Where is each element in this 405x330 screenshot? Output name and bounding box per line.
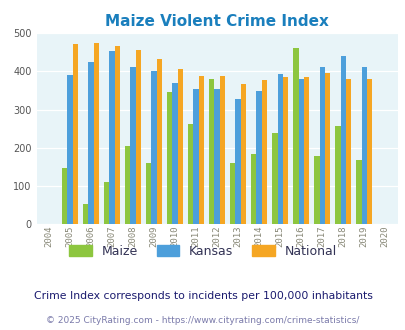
Text: Crime Index corresponds to incidents per 100,000 inhabitants: Crime Index corresponds to incidents per… [34,291,371,301]
Bar [151,71,156,224]
Bar [235,99,240,224]
Bar [188,124,193,224]
Bar [62,168,67,224]
Bar [250,153,256,224]
Bar [209,79,214,224]
Bar [177,69,183,224]
Bar [277,74,282,224]
Bar [261,80,267,224]
Legend: Maize, Kansas, National: Maize, Kansas, National [64,240,341,263]
Bar [88,62,94,224]
Bar [355,160,360,224]
Bar [220,76,225,224]
Bar [292,48,298,224]
Text: © 2025 CityRating.com - https://www.cityrating.com/crime-statistics/: © 2025 CityRating.com - https://www.city… [46,316,359,325]
Bar [104,182,109,224]
Bar [125,146,130,224]
Bar [83,205,88,224]
Bar [366,79,371,224]
Bar [193,89,198,224]
Bar [130,67,136,224]
Bar [271,133,277,224]
Bar [298,79,303,224]
Bar [313,156,319,224]
Bar [172,83,177,224]
Bar [136,50,141,224]
Bar [214,89,220,224]
Bar [256,91,261,224]
Bar [360,67,366,224]
Bar [198,76,204,224]
Bar [67,75,73,224]
Title: Maize Violent Crime Index: Maize Violent Crime Index [105,14,328,29]
Bar [94,43,99,224]
Bar [334,126,340,224]
Bar [340,56,345,224]
Bar [345,79,351,224]
Bar [115,46,120,224]
Bar [156,59,162,224]
Bar [109,51,115,224]
Bar [166,91,172,224]
Bar [303,77,309,224]
Bar [324,73,330,224]
Bar [319,67,324,224]
Bar [282,78,288,224]
Bar [230,163,235,224]
Bar [146,163,151,224]
Bar [240,84,246,224]
Bar [73,45,78,224]
